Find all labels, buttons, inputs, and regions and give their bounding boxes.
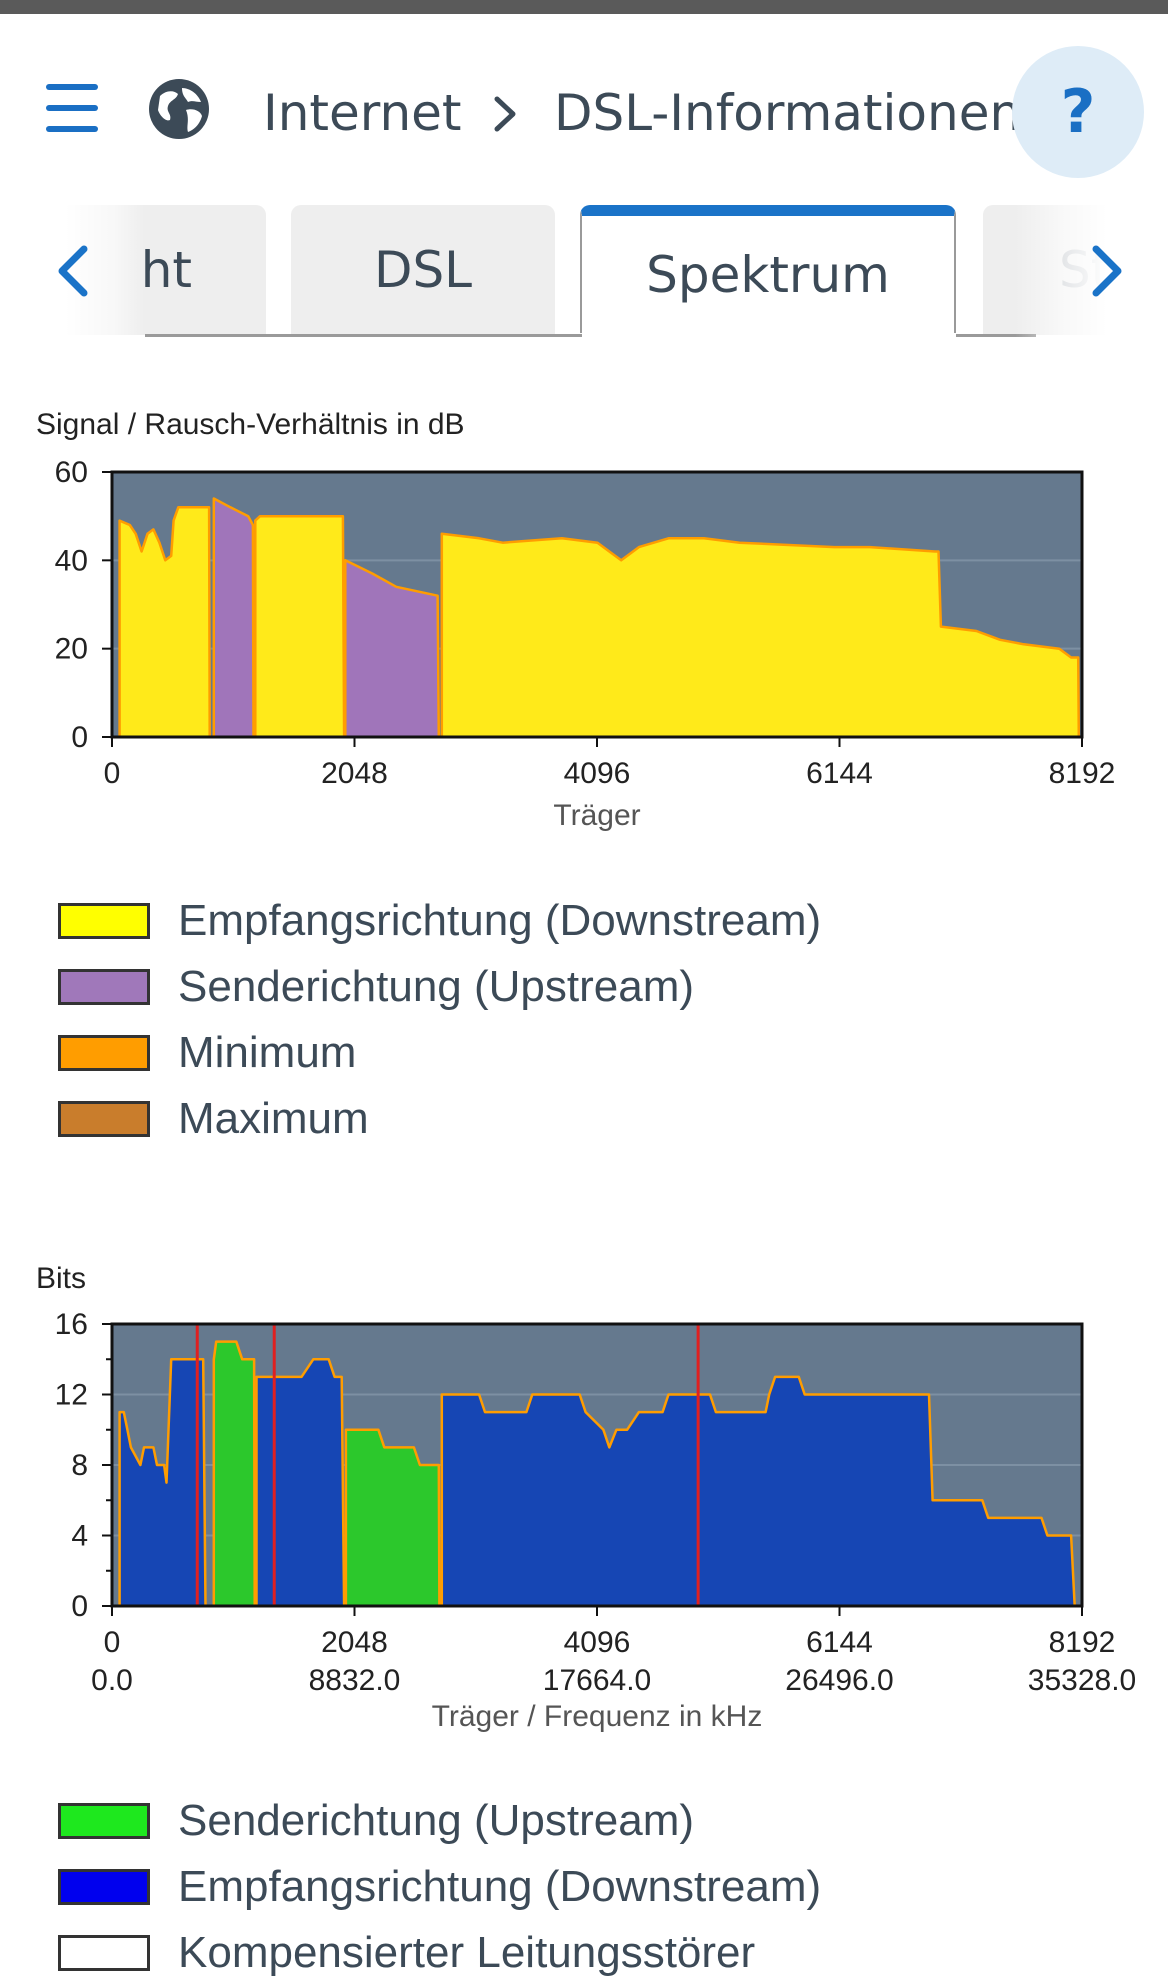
legend-swatch-downstream: [58, 903, 150, 939]
menu-icon-bar-2: [46, 105, 98, 111]
legend-label: Empfangsrichtung (Downstream): [178, 1862, 822, 1911]
snr-legend: Empfangsrichtung (Downstream) Sendericht…: [58, 888, 821, 1152]
tab-overview-label: ht: [140, 241, 192, 299]
snr-chart-title: Signal / Rausch-Verhältnis in dB: [36, 408, 465, 441]
legend-label: Minimum: [178, 1028, 357, 1077]
tab-baseline: [145, 334, 582, 337]
tab-dsl[interactable]: DSL: [291, 205, 555, 335]
help-button[interactable]: ?: [1012, 46, 1144, 178]
legend-label: Empfangsrichtung (Downstream): [178, 896, 822, 945]
x-tick-label: 2048: [321, 1626, 388, 1659]
y-tick-label: 4: [71, 1520, 88, 1553]
snr-series-area: [440, 532, 1081, 739]
breadcrumb-internet[interactable]: Internet: [263, 84, 462, 142]
snr-series-area: [118, 506, 211, 739]
x-tick-label: 2048: [321, 757, 388, 790]
tab-baseline: [956, 334, 1036, 337]
bits-series-area: [440, 1375, 1076, 1608]
x-tick-label: 4096: [564, 757, 631, 790]
legend-label: Kompensierter Leitungsstörer: [178, 1928, 756, 1977]
x-tick-label-frequency: 8832.0: [309, 1664, 401, 1697]
y-tick-label: 16: [55, 1308, 88, 1341]
y-tick-label: 0: [71, 1590, 88, 1623]
x-tick-label: 8192: [1049, 757, 1116, 790]
globe-icon: [149, 79, 209, 139]
bits-series-area: [212, 1340, 256, 1608]
x-tick-label-frequency: 26496.0: [785, 1664, 893, 1697]
x-tick-label: 8192: [1049, 1626, 1116, 1659]
chevron-right-icon[interactable]: [1082, 241, 1132, 301]
tab-fade-right: [1015, 205, 1168, 340]
page-title: DSL-Informationen: [554, 84, 1022, 142]
x-tick-label: 4096: [564, 1626, 631, 1659]
snr-chart: 0 20 40 60 0 2048 4096 6144 8192 Träger: [55, 456, 1116, 832]
legend-label: Senderichtung (Upstream): [178, 962, 695, 1011]
bits-chart: 0 4 8 12 16 0 0.0 2048 8832.0 4096 17664.0 6144 2649…: [55, 1308, 1137, 1733]
legend-item-downstream: Empfangsrichtung (Downstream): [58, 1854, 821, 1920]
legend-item-maximum: Maximum: [58, 1086, 821, 1152]
legend-swatch-minimum: [58, 1035, 150, 1071]
legend-swatch-maximum: [58, 1101, 150, 1137]
y-tick-label: 20: [55, 633, 88, 666]
y-tick-label: 8: [71, 1449, 88, 1482]
legend-label: Senderichtung (Upstream): [178, 1796, 695, 1845]
menu-button[interactable]: [36, 74, 108, 144]
x-tick-label-frequency: 17664.0: [543, 1664, 651, 1697]
bits-chart-title: Bits: [36, 1262, 87, 1295]
x-tick-label: 6144: [806, 1626, 873, 1659]
status-strip: [0, 0, 1168, 14]
x-tick-label-frequency: 0.0: [91, 1664, 133, 1697]
legend-item-upstream: Senderichtung (Upstream): [58, 1788, 821, 1854]
legend-item-upstream: Senderichtung (Upstream): [58, 954, 821, 1020]
y-tick-label: 12: [55, 1379, 88, 1412]
bits-series-area: [255, 1358, 346, 1608]
x-tick-label: 0: [104, 757, 121, 790]
tab-bar: ht DSL Spektrum Stat: [0, 205, 1168, 340]
bits-series-area: [344, 1428, 441, 1608]
y-tick-label: 60: [55, 456, 88, 489]
legend-item-minimum: Minimum: [58, 1020, 821, 1086]
menu-icon-bar-3: [46, 126, 98, 132]
y-tick-label: 0: [71, 721, 88, 754]
bits-legend: Senderichtung (Upstream) Empfangsrichtun…: [58, 1788, 821, 1986]
legend-label: Maximum: [178, 1094, 369, 1143]
menu-icon-bar-1: [46, 84, 98, 90]
legend-item-downstream: Empfangsrichtung (Downstream): [58, 888, 821, 954]
x-tick-label: 0: [104, 1626, 121, 1659]
x-tick-label-frequency: 35328.0: [1028, 1664, 1136, 1697]
legend-swatch-downstream: [58, 1869, 150, 1905]
legend-swatch-upstream: [58, 1803, 150, 1839]
legend-item-line-disturber: Kompensierter Leitungsstörer: [58, 1920, 821, 1986]
snr-series-area: [254, 514, 346, 739]
chevron-right-icon: [494, 96, 516, 132]
x-axis-label: Träger: [553, 799, 640, 832]
chevron-left-icon[interactable]: [48, 241, 98, 301]
legend-swatch-line-disturber: [58, 1935, 150, 1971]
y-tick-label: 40: [55, 544, 88, 577]
tab-fade-left: [0, 205, 145, 340]
snr-series-area: [212, 497, 255, 739]
tab-spektrum[interactable]: Spektrum: [580, 205, 956, 333]
x-axis-label: Träger / Frequenz in kHz: [432, 1700, 763, 1733]
legend-swatch-upstream: [58, 969, 150, 1005]
x-tick-label: 6144: [806, 757, 873, 790]
